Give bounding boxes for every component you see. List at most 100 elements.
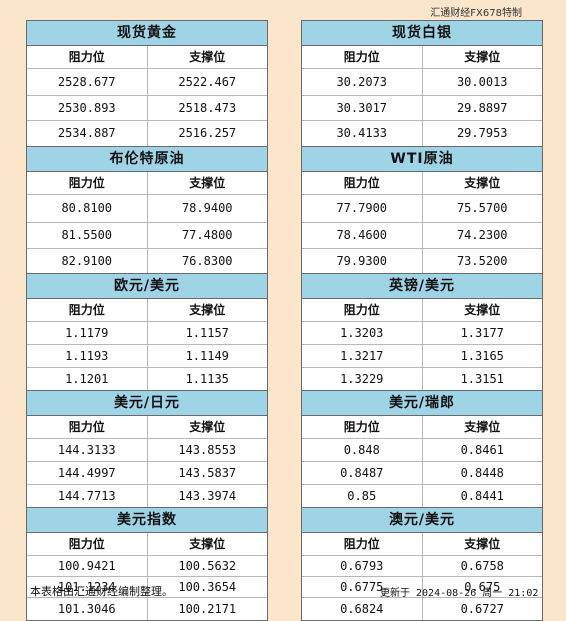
resistance-value: 0.6824 (340, 602, 384, 616)
resistance-value: 80.8100 (61, 201, 113, 215)
resistance-value: 1.1201 (65, 372, 109, 386)
support-header: 支撑位 (421, 299, 543, 321)
instrument-table: WTI原油 阻力位 支撑位 77.7900 75.5700 78.4600 74.2300 7… (302, 146, 542, 273)
table-row: 2528.677 2522.467 (27, 68, 267, 95)
table-row: 80.8100 78.9400 (27, 194, 267, 222)
table-row: 1.1193 1.1149 (27, 344, 267, 367)
resistance-value: 81.5500 (61, 228, 113, 242)
footer-updated: 更新于 2024-08-26 周一 21:02 (380, 588, 539, 599)
resistance-header: 阻力位 (68, 537, 105, 551)
support-header: 支撑位 (421, 416, 543, 438)
resistance-header: 阻力位 (343, 303, 380, 317)
column-header-row: 阻力位 支撑位 (302, 416, 542, 438)
support-value: 1.3165 (421, 345, 543, 367)
instrument-table: 美元/瑞郎 阻力位 支撑位 0.848 0.8461 0.8487 0.8448 0.85 0.… (302, 390, 542, 507)
table-row: 0.848 0.8461 (302, 438, 542, 461)
resistance-value: 2530.893 (57, 101, 116, 115)
resistance-value: 2534.887 (57, 126, 116, 140)
table-row: 1.1179 1.1157 (27, 321, 267, 344)
resistance-value: 1.1193 (65, 349, 109, 363)
table-row: 81.5500 77.4800 (27, 222, 267, 248)
resistance-value: 100.9421 (57, 559, 116, 573)
resistance-header: 阻力位 (343, 537, 380, 551)
column-header-row: 阻力位 支撑位 (27, 416, 267, 438)
resistance-value: 78.4600 (336, 228, 388, 242)
table-row: 0.6793 0.6758 (302, 555, 542, 576)
support-value: 143.5837 (146, 462, 268, 484)
support-value: 74.2300 (421, 223, 543, 248)
instrument-table: 现货黄金 阻力位 支撑位 2528.677 2522.467 2530.893 2518.4… (27, 21, 267, 146)
resistance-header: 阻力位 (343, 50, 380, 64)
table-row: 30.2073 30.0013 (302, 68, 542, 95)
support-value: 0.8441 (421, 485, 543, 507)
support-value: 0.6727 (421, 598, 543, 620)
table-row: 1.1201 1.1135 (27, 367, 267, 390)
table-row: 77.7900 75.5700 (302, 194, 542, 222)
support-value: 78.9400 (146, 195, 268, 222)
instrument-title: 澳元/美元 (302, 508, 542, 533)
support-value: 0.6758 (421, 556, 543, 576)
table-row: 144.3133 143.8553 (27, 438, 267, 461)
support-value: 73.5200 (421, 249, 543, 273)
support-value: 2516.257 (146, 121, 268, 146)
resistance-value: 144.3133 (57, 443, 116, 457)
column-header-row: 阻力位 支撑位 (27, 46, 267, 68)
support-value: 0.8461 (421, 439, 543, 461)
table-row: 1.3229 1.3151 (302, 367, 542, 390)
support-value: 143.3974 (146, 485, 268, 507)
resistance-header: 阻力位 (343, 420, 380, 434)
table-row: 2530.893 2518.473 (27, 95, 267, 120)
resistance-header: 阻力位 (343, 176, 380, 190)
support-value: 1.1149 (146, 345, 268, 367)
left-panel: 现货黄金 阻力位 支撑位 2528.677 2522.467 2530.893 2518.4… (26, 20, 268, 621)
support-header: 支撑位 (146, 46, 268, 68)
table-row: 0.85 0.8441 (302, 484, 542, 507)
resistance-value: 1.1179 (65, 326, 109, 340)
table-row: 2534.887 2516.257 (27, 120, 267, 146)
resistance-value: 79.9300 (336, 254, 388, 268)
resistance-value: 0.6793 (340, 559, 384, 573)
support-value: 100.5632 (146, 556, 268, 576)
resistance-value: 0.8487 (340, 466, 384, 480)
instrument-title: 现货白银 (302, 21, 542, 46)
table-row: 144.4997 143.5837 (27, 461, 267, 484)
table-row: 82.9100 76.8300 (27, 248, 267, 273)
support-header: 支撑位 (421, 46, 543, 68)
column-header-row: 阻力位 支撑位 (302, 533, 542, 555)
resistance-header: 阻力位 (68, 50, 105, 64)
resistance-header: 阻力位 (68, 176, 105, 190)
support-value: 1.1135 (146, 368, 268, 390)
support-value: 77.4800 (146, 223, 268, 248)
table-row: 30.3017 29.8897 (302, 95, 542, 120)
instrument-title: 美元指数 (27, 508, 267, 533)
support-value: 29.7953 (421, 121, 543, 146)
footer-note: 本表格由汇通财经编制整理。 (30, 585, 173, 598)
right-panel: 现货白银 阻力位 支撑位 30.2073 30.0013 30.3017 29.8897 30… (301, 20, 543, 621)
instrument-title: 欧元/美元 (27, 274, 267, 299)
support-header: 支撑位 (146, 533, 268, 555)
table-row: 0.6775 0.675 (302, 576, 542, 597)
table-row: 144.7713 143.3974 (27, 484, 267, 507)
resistance-value: 0.85 (347, 489, 377, 503)
column-header-row: 阻力位 支撑位 (27, 172, 267, 194)
column-header-row: 阻力位 支撑位 (302, 299, 542, 321)
support-value: 143.8553 (146, 439, 268, 461)
instrument-table: 布伦特原油 阻力位 支撑位 80.8100 78.9400 81.5500 77.4800 8… (27, 146, 267, 273)
source-label: 汇通财经FX678特制 (430, 8, 522, 19)
support-value: 0.675 (421, 577, 543, 597)
instrument-table: 现货白银 阻力位 支撑位 30.2073 30.0013 30.3017 29.8897 30… (302, 21, 542, 146)
resistance-value: 0.848 (343, 443, 380, 457)
support-header: 支撑位 (146, 172, 268, 194)
resistance-value: 0.6775 (340, 580, 384, 594)
instrument-table: 英镑/美元 阻力位 支撑位 1.3203 1.3177 1.3217 1.3165 1.322… (302, 273, 542, 390)
table-row: 101.3046 100.2171 (27, 597, 267, 620)
instrument-title: 布伦特原油 (27, 147, 267, 172)
instrument-table: 澳元/美元 阻力位 支撑位 0.6793 0.6758 0.6775 0.675 0.6824… (302, 507, 542, 620)
table-row: 0.8487 0.8448 (302, 461, 542, 484)
table-row: 100.9421 100.5632 (27, 555, 267, 576)
resistance-value: 1.3229 (340, 372, 384, 386)
resistance-value: 101.1234 (57, 580, 116, 594)
support-header: 支撑位 (146, 299, 268, 321)
support-value: 100.2171 (146, 598, 268, 620)
resistance-value: 1.3217 (340, 349, 384, 363)
